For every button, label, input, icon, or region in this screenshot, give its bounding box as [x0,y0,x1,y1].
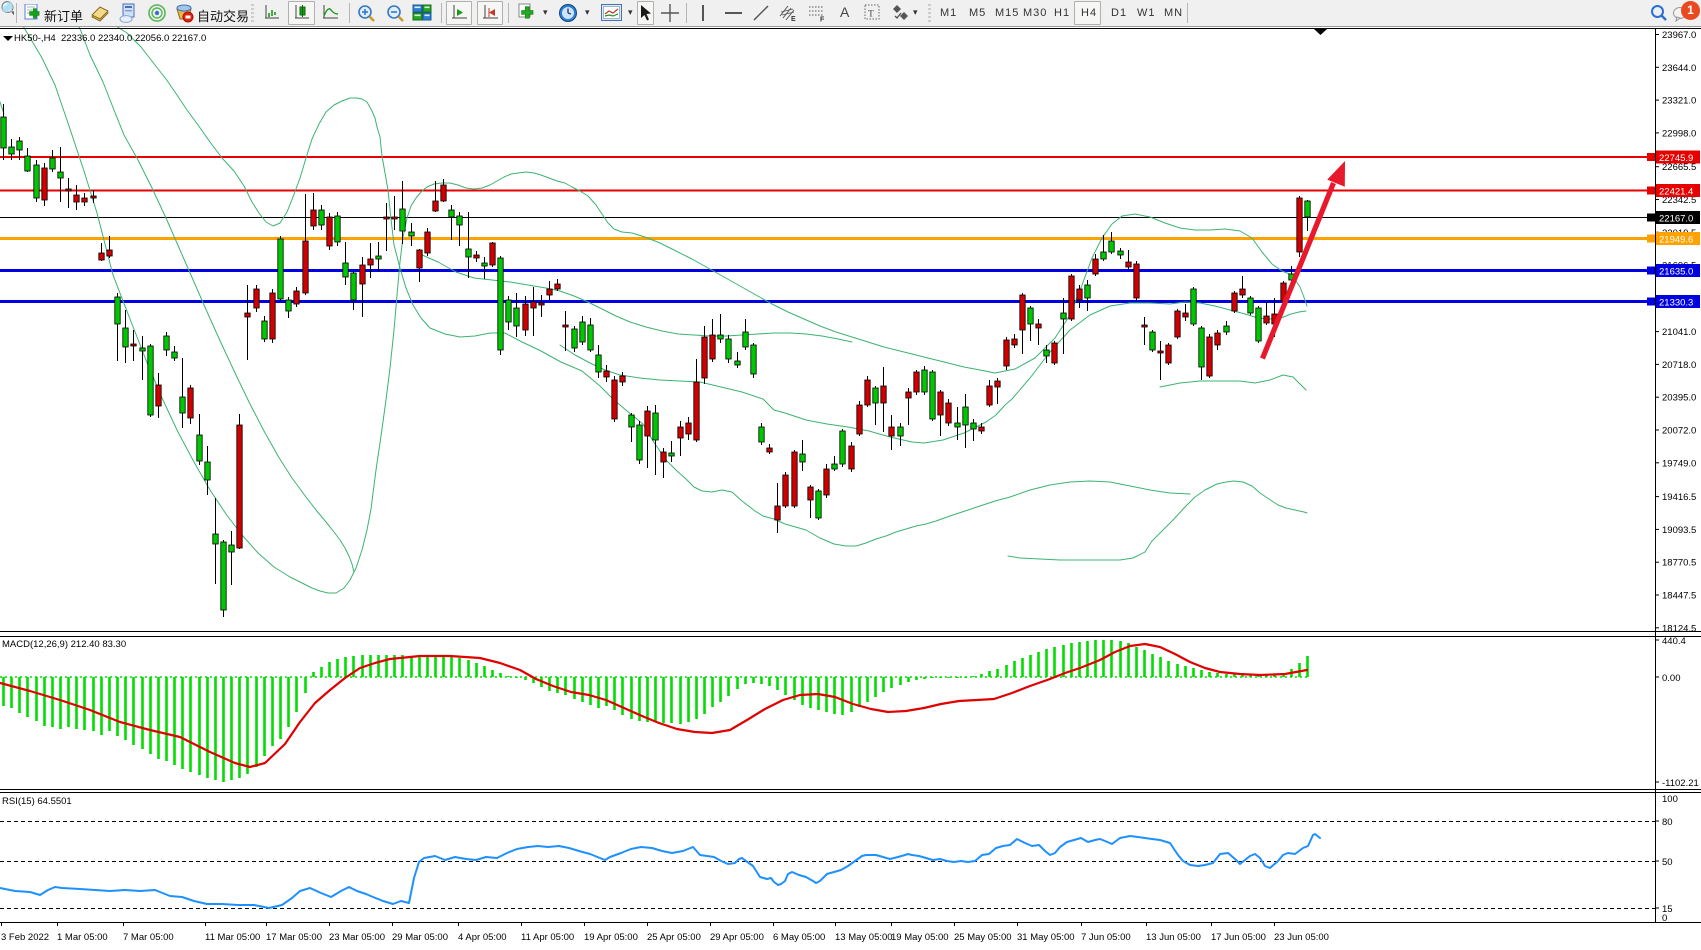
svg-text:19093.5: 19093.5 [1662,525,1696,536]
svg-text:23967.0: 23967.0 [1662,30,1696,41]
svg-text:11 Apr 05:00: 11 Apr 05:00 [521,932,574,943]
svg-text:440.4: 440.4 [1662,636,1686,647]
svg-text:17 Mar 05:00: 17 Mar 05:00 [266,932,322,943]
svg-text:18770.5: 18770.5 [1662,558,1696,569]
svg-text:22998.0: 22998.0 [1662,128,1696,139]
svg-text:17 Jun 05:00: 17 Jun 05:00 [1211,932,1266,943]
svg-text:RSI(15) 64.5501: RSI(15) 64.5501 [2,796,72,807]
svg-text:100: 100 [1662,794,1678,805]
svg-text:MACD(12,26,9) 212.40 83.30: MACD(12,26,9) 212.40 83.30 [2,639,126,650]
svg-text:-1102.21: -1102.21 [1662,778,1699,789]
svg-text:4 Apr 05:00: 4 Apr 05:00 [458,932,507,943]
svg-text:15: 15 [1662,904,1673,915]
svg-text:7 Jun 05:00: 7 Jun 05:00 [1081,932,1131,943]
svg-text:11 Mar 05:00: 11 Mar 05:00 [205,932,260,943]
svg-text:22342.5: 22342.5 [1662,195,1696,206]
svg-text:19 Apr 05:00: 19 Apr 05:00 [584,932,638,943]
svg-text:21330.3: 21330.3 [1659,298,1693,309]
svg-text:29 Apr 05:00: 29 Apr 05:00 [710,932,764,943]
svg-text:19416.5: 19416.5 [1662,492,1696,503]
svg-text:21949.6: 21949.6 [1659,235,1693,246]
svg-text:13 Jun 05:00: 13 Jun 05:00 [1146,932,1201,943]
svg-text:0.00: 0.00 [1662,673,1681,684]
svg-text:6 May 05:00: 6 May 05:00 [773,932,825,943]
svg-text:T: T [868,10,874,20]
svg-text:13 May 05:00: 13 May 05:00 [835,932,893,943]
svg-text:31 May 05:00: 31 May 05:00 [1017,932,1075,943]
svg-text:23 Jun 05:00: 23 Jun 05:00 [1274,932,1329,943]
svg-text:22665.5: 22665.5 [1662,162,1696,173]
svg-text:1 Mar 05:00: 1 Mar 05:00 [57,932,108,943]
svg-text:50: 50 [1662,857,1673,868]
svg-text:0: 0 [1662,913,1667,924]
svg-text:80: 80 [1662,817,1673,828]
svg-text:21041.0: 21041.0 [1662,327,1696,338]
svg-text:22421.4: 22421.4 [1659,187,1693,198]
svg-text:23 Mar 05:00: 23 Mar 05:00 [329,932,385,943]
svg-text:19749.0: 19749.0 [1662,458,1696,469]
svg-text:23644.0: 23644.0 [1662,63,1696,74]
svg-text:29 Mar 05:00: 29 Mar 05:00 [392,932,448,943]
svg-text:20718.0: 20718.0 [1662,360,1696,371]
svg-text:22745.9: 22745.9 [1659,153,1693,164]
svg-text:18447.5: 18447.5 [1662,591,1696,602]
svg-text:25 Apr 05:00: 25 Apr 05:00 [647,932,701,943]
svg-text:7 Mar 05:00: 7 Mar 05:00 [123,932,174,943]
svg-text:20072.0: 20072.0 [1662,426,1696,437]
svg-text:3 Feb 2022: 3 Feb 2022 [1,932,49,943]
svg-text:21635.0: 21635.0 [1659,267,1693,278]
svg-text:HK50-,H4 22336.0 22340.0 2205: HK50-,H4 22336.0 22340.0 22056.0 22167.0 [14,33,206,44]
svg-text:25 May 05:00: 25 May 05:00 [954,932,1012,943]
svg-text:E: E [791,16,796,22]
svg-text:22167.0: 22167.0 [1659,214,1693,225]
svg-text:19 May 05:00: 19 May 05:00 [891,932,949,943]
svg-text:20395.0: 20395.0 [1662,393,1696,404]
svg-text:23321.0: 23321.0 [1662,96,1696,107]
svg-text:F: F [820,17,825,23]
svg-text:18124.5: 18124.5 [1662,623,1696,634]
